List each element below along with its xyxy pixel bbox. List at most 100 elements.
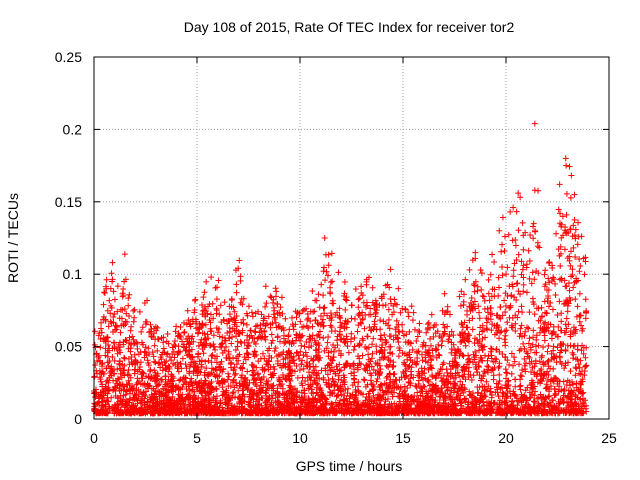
data-point xyxy=(248,309,255,316)
data-point xyxy=(372,297,379,304)
data-point xyxy=(385,316,392,323)
data-point xyxy=(485,353,492,360)
data-point xyxy=(249,362,256,369)
data-point xyxy=(374,375,381,382)
data-point xyxy=(224,320,231,327)
data-points xyxy=(91,120,590,417)
data-point xyxy=(421,383,428,390)
data-point xyxy=(570,324,577,331)
data-point xyxy=(369,284,376,291)
data-point xyxy=(387,333,394,340)
data-point xyxy=(569,381,576,388)
data-point xyxy=(462,276,469,283)
data-point xyxy=(114,283,121,290)
data-point xyxy=(121,354,128,361)
data-point xyxy=(483,325,490,332)
data-point xyxy=(479,383,486,390)
data-point xyxy=(487,271,494,278)
data-point xyxy=(407,375,414,382)
data-point xyxy=(444,323,451,330)
data-point xyxy=(183,344,190,351)
data-point xyxy=(479,322,486,329)
data-point xyxy=(278,294,285,301)
data-point xyxy=(228,359,235,366)
data-point xyxy=(550,378,557,385)
data-point xyxy=(183,321,190,328)
data-point xyxy=(538,354,545,361)
data-point xyxy=(497,315,504,322)
data-point xyxy=(334,337,341,344)
data-point xyxy=(317,313,324,320)
data-point xyxy=(123,387,130,394)
data-point xyxy=(327,310,334,317)
data-point xyxy=(358,283,365,290)
data-point xyxy=(566,253,573,260)
data-point xyxy=(531,363,538,370)
data-point xyxy=(541,337,548,344)
data-point xyxy=(567,194,574,201)
data-point xyxy=(228,340,235,347)
data-point xyxy=(377,336,384,343)
data-point xyxy=(103,378,110,385)
data-point xyxy=(499,272,506,279)
data-point xyxy=(468,376,475,383)
data-point xyxy=(271,348,278,355)
data-point xyxy=(478,377,485,384)
data-point xyxy=(493,346,500,353)
data-point xyxy=(217,302,224,309)
data-point xyxy=(320,335,327,342)
data-point xyxy=(271,314,278,321)
data-point xyxy=(325,376,332,383)
data-point xyxy=(225,373,232,380)
data-point xyxy=(350,361,357,368)
data-point xyxy=(351,334,358,341)
data-point xyxy=(512,327,519,334)
data-point xyxy=(569,266,576,273)
data-point xyxy=(513,256,520,263)
data-point xyxy=(503,271,510,278)
data-point xyxy=(301,393,308,400)
data-point xyxy=(576,268,583,275)
data-point xyxy=(502,290,509,297)
data-point xyxy=(553,230,560,237)
data-point xyxy=(575,219,582,226)
data-point xyxy=(520,340,527,347)
data-point xyxy=(104,307,111,314)
data-point xyxy=(341,339,348,346)
data-point xyxy=(525,340,532,347)
data-point xyxy=(111,296,118,303)
data-point xyxy=(426,346,433,353)
data-point xyxy=(476,315,483,322)
data-point xyxy=(416,320,423,327)
data-point xyxy=(545,357,552,364)
data-point xyxy=(526,309,533,316)
data-point xyxy=(260,320,267,327)
data-point xyxy=(567,262,574,269)
data-point xyxy=(121,278,128,285)
data-point xyxy=(429,372,436,379)
data-point xyxy=(553,375,560,382)
data-point xyxy=(459,381,466,388)
data-point xyxy=(505,231,512,238)
data-point xyxy=(504,357,511,364)
data-point xyxy=(461,371,468,378)
data-point xyxy=(515,190,522,197)
data-point xyxy=(126,396,133,403)
data-point xyxy=(518,258,525,265)
data-point xyxy=(383,381,390,388)
data-point xyxy=(273,353,280,360)
data-point xyxy=(242,384,249,391)
data-point xyxy=(515,227,522,234)
data-point xyxy=(272,293,279,300)
data-point xyxy=(362,303,369,310)
data-point xyxy=(574,303,581,310)
data-point xyxy=(437,393,444,400)
data-point xyxy=(410,374,417,381)
data-point xyxy=(267,293,274,300)
data-point xyxy=(502,303,509,310)
data-point xyxy=(568,172,575,179)
data-point xyxy=(472,348,479,355)
data-point xyxy=(94,370,101,377)
data-point xyxy=(298,342,305,349)
data-point xyxy=(279,310,286,317)
